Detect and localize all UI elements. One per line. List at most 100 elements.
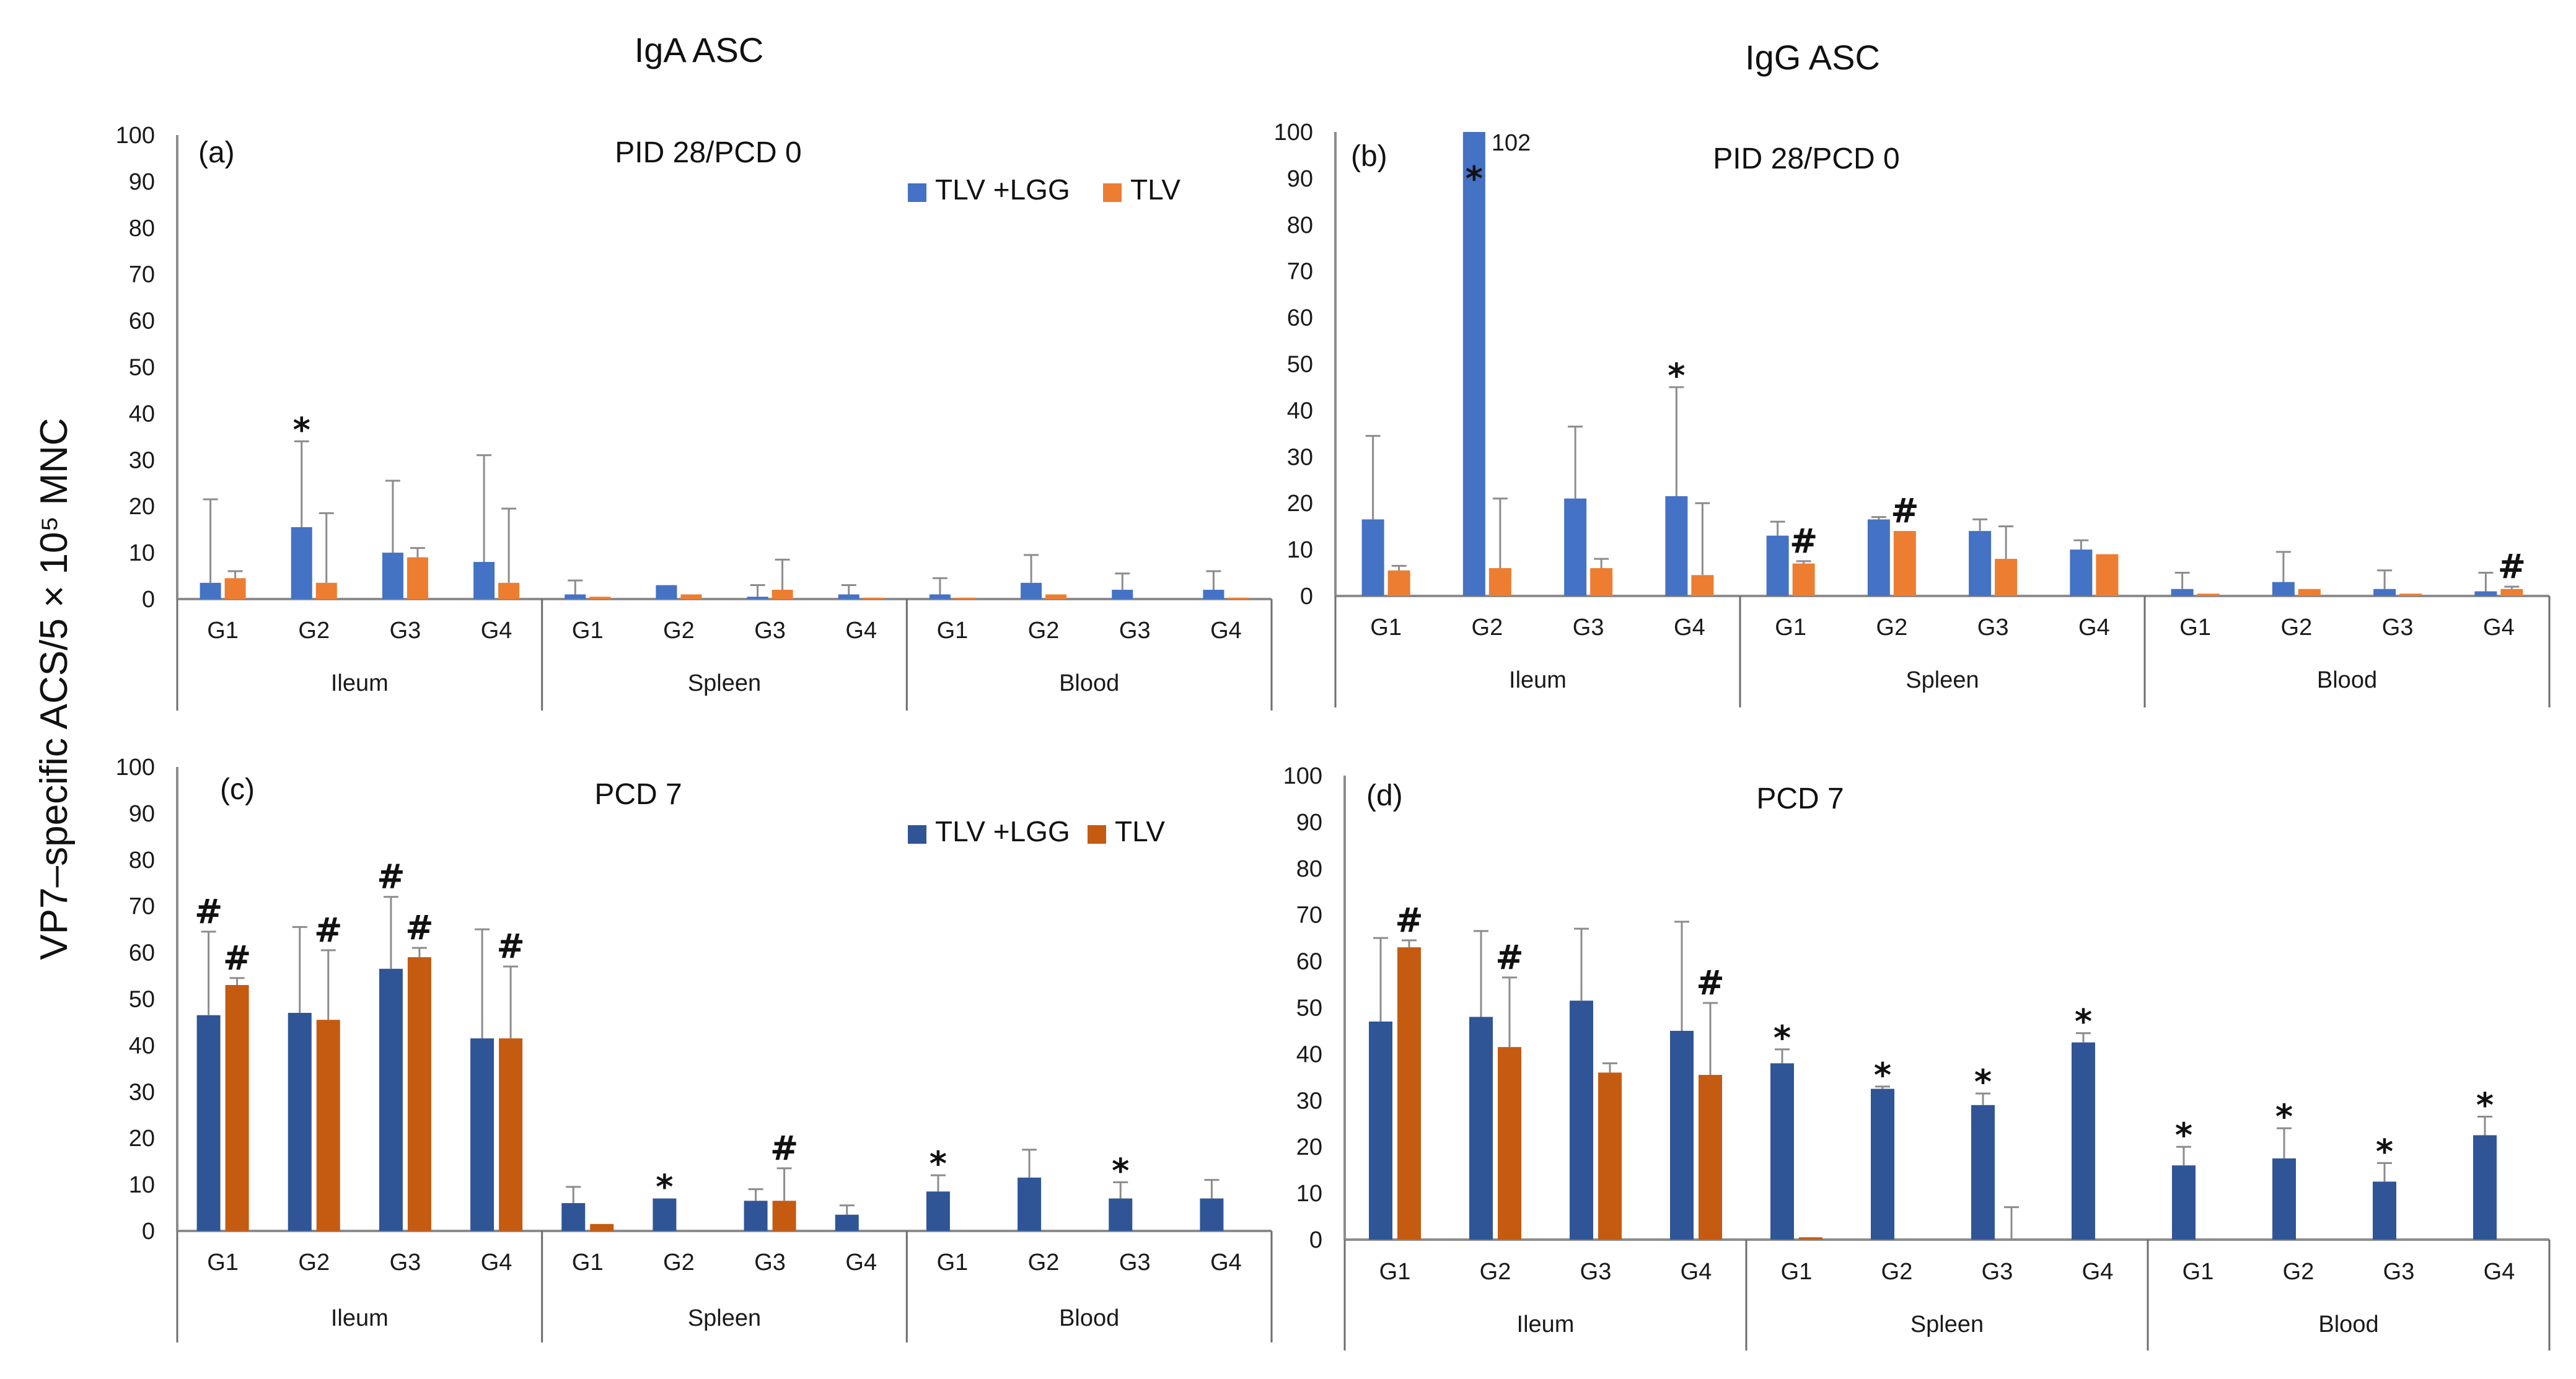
bar-lgg	[2072, 1042, 2095, 1240]
y-tick-label: 50	[1287, 352, 1313, 378]
bar-lgg	[2473, 1135, 2497, 1240]
y-tick-label: 70	[1287, 259, 1313, 285]
category-label: G3	[754, 1250, 786, 1276]
category-label: G1	[937, 618, 969, 644]
category-label: G4	[2078, 615, 2110, 641]
bar-lgg	[835, 1214, 859, 1231]
bar-tlv	[1590, 568, 1613, 596]
y-tick-label: 80	[129, 847, 155, 873]
category-label: G4	[845, 618, 877, 644]
category-label: G1	[2183, 1259, 2214, 1285]
tissue-label: Spleen	[1910, 1311, 1984, 1337]
y-tick-label: 100	[116, 123, 155, 149]
category-label: G3	[1982, 1259, 2013, 1285]
panel-a: 0 10 20 30 40 50 60 70 80 90 100 Ileum Spleen Blood G1…	[116, 123, 1273, 711]
bar-lgg	[1203, 590, 1224, 599]
category-label: G2	[1028, 618, 1060, 644]
bar-tlv	[1995, 559, 2018, 596]
y-tick-label: 70	[129, 262, 155, 288]
category-label: G3	[1977, 615, 2009, 641]
category-label: G2	[298, 1250, 330, 1276]
legend-label-tlv: TLV	[1130, 173, 1180, 206]
bar-tlv	[316, 1020, 340, 1231]
category-label: G1	[572, 618, 604, 644]
bar-lgg	[1021, 582, 1042, 599]
tissue-label: Ileum	[331, 1305, 389, 1331]
y-tick-label: 20	[1287, 491, 1313, 517]
bar-lgg	[1018, 1177, 1042, 1231]
category-label: G4	[481, 1250, 512, 1276]
bar-lgg	[1770, 1063, 1794, 1240]
significance-hash: #	[2498, 547, 2526, 586]
y-tick-label: 60	[1287, 305, 1313, 331]
bar-lgg	[288, 1012, 312, 1231]
tissue-label: Ileum	[1517, 1311, 1575, 1337]
category-label: G1	[572, 1250, 604, 1276]
y-tick-label: 20	[129, 494, 155, 520]
y-tick-label: 40	[129, 401, 155, 427]
bar-lgg	[2373, 589, 2396, 596]
significance-star: *	[2075, 1002, 2092, 1041]
category-label: G3	[390, 618, 421, 644]
bar-tlv	[1397, 947, 1421, 1240]
significance-hash: #	[1395, 901, 1423, 940]
bar-tlv	[772, 1201, 796, 1231]
category-label: G3	[2383, 1259, 2415, 1285]
y-tick-label: 80	[1296, 856, 1322, 882]
category-label: G2	[298, 618, 330, 644]
y-tick-label: 20	[1296, 1134, 1322, 1160]
category-label: G2	[1480, 1259, 1511, 1285]
y-tick-label: 80	[1287, 212, 1313, 239]
y-tick-label: 50	[1296, 996, 1322, 1022]
category-label: G2	[663, 618, 695, 644]
col-title-igg: IgG ASC	[1745, 38, 1880, 77]
legend-label-lgg: TLV +LGG	[935, 815, 1070, 847]
category-label: G2	[663, 1250, 695, 1276]
category-label: G4	[1210, 618, 1242, 644]
category-label: G3	[754, 618, 786, 644]
bar-lgg	[1665, 496, 1688, 596]
tissue-label: Blood	[2318, 1311, 2378, 1337]
significance-star: *	[2175, 1116, 2192, 1155]
category-label: G4	[1210, 1250, 1242, 1276]
panel-c: 0 10 20 30 40 50 60 70 80 90 100 Ileum Spleen Blood G1…	[116, 755, 1273, 1342]
significance-star: *	[1112, 1151, 1129, 1190]
bar-lgg	[473, 562, 495, 599]
bar-lgg	[1469, 1017, 1493, 1240]
y-tick-label: 0	[1300, 584, 1313, 610]
bar-tlv	[1045, 594, 1067, 599]
bar-lgg	[2272, 582, 2295, 596]
significance-hash: #	[1696, 963, 1724, 1002]
bar-lgg	[2373, 1181, 2396, 1240]
significance-star: *	[1774, 1018, 1791, 1057]
panel-d: 0 10 20 30 40 50 60 70 80 90 100 Ileum Spleen Blood G1…	[1283, 763, 2551, 1351]
y-tick-label: 100	[1283, 763, 1322, 789]
bar-lgg	[1969, 531, 1992, 596]
y-tick-label: 80	[129, 216, 155, 242]
significance-hash: #	[223, 939, 251, 978]
significance-hash: #	[770, 1129, 798, 1168]
y-tick-label: 10	[129, 1172, 155, 1198]
y-tick-label: 60	[1296, 949, 1322, 975]
bar-lgg	[1361, 519, 1384, 596]
category-label: G3	[1119, 618, 1151, 644]
bar-tlv	[1699, 1075, 1722, 1240]
y-tick-label: 50	[129, 987, 155, 1013]
bar-lgg	[1200, 1198, 1224, 1231]
significance-hash: #	[1790, 522, 1818, 561]
bar-lgg	[1462, 132, 1485, 596]
category-label: G3	[1580, 1259, 1612, 1285]
category-label: G4	[2082, 1259, 2114, 1285]
category-label: G3	[1573, 615, 1604, 641]
bar-lgg	[2171, 589, 2194, 596]
bar-tlv	[2197, 593, 2220, 596]
bar-lgg	[1109, 1198, 1133, 1231]
bar-tlv	[1228, 597, 1249, 599]
bar-lgg	[561, 1203, 586, 1231]
legend-label-tlv: TLV	[1115, 815, 1165, 847]
y-tick-label: 40	[129, 1033, 155, 1059]
legend: TLV +LGG TLV	[908, 815, 1165, 847]
y-tick-label: 0	[142, 587, 155, 613]
panel-label: (b)	[1351, 140, 1387, 173]
